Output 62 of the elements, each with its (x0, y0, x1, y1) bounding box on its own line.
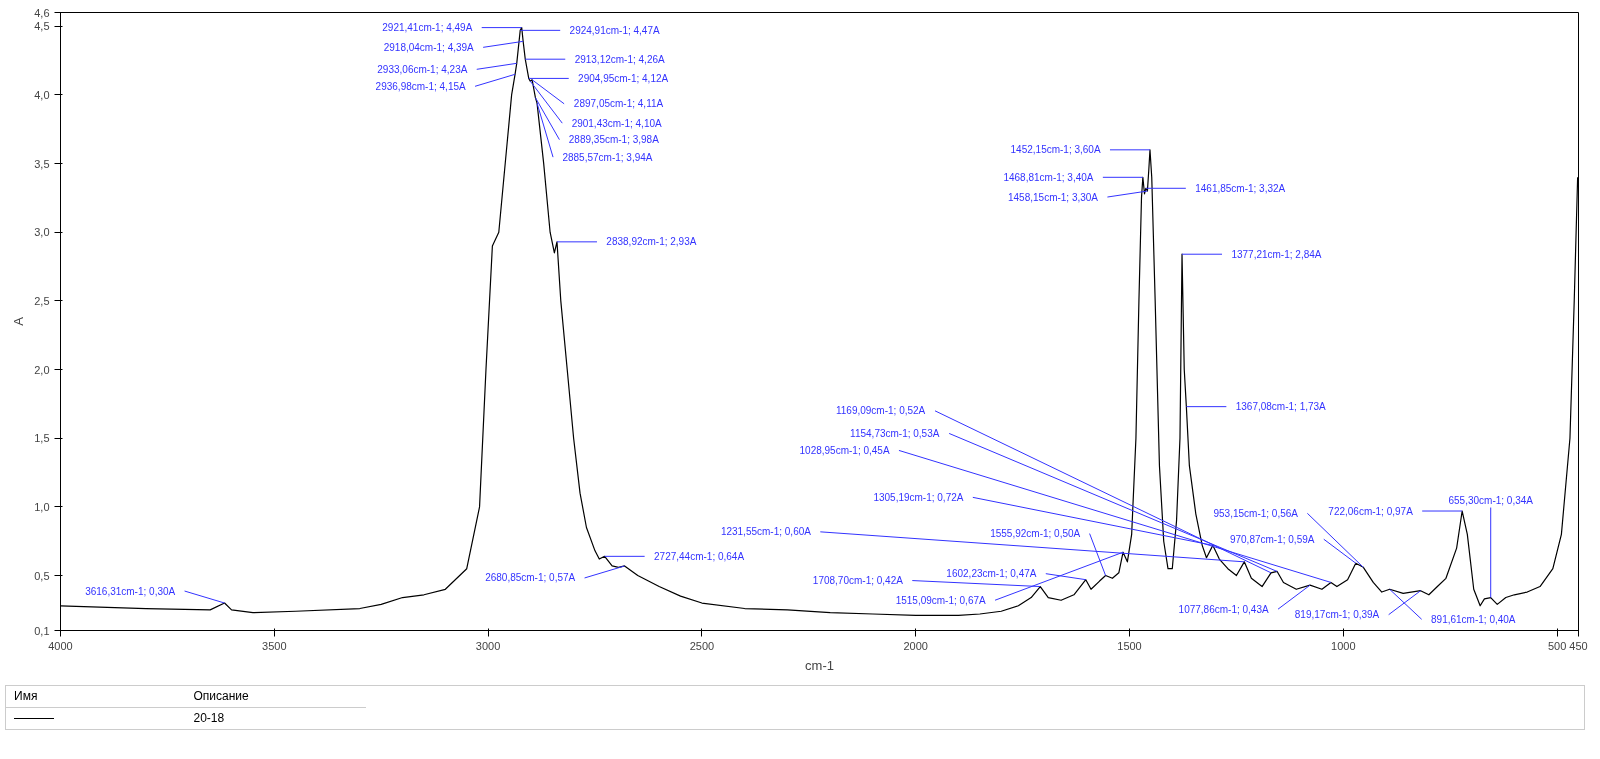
annotation: 3616,31cm-1; 0,30A (85, 585, 176, 597)
annotation: 655,30cm-1; 0,34A (1448, 495, 1534, 507)
x-tick-label: 2500 (689, 639, 715, 652)
annotation: 2921,41cm-1; 4,49A (382, 22, 473, 34)
x-tick-label: 1000 (1331, 639, 1356, 652)
annotation: 953,15cm-1; 0,56A (1213, 507, 1299, 519)
annotation: 2904,95cm-1; 4,12A (578, 72, 669, 84)
y-tick-label: 0,1 (34, 624, 50, 637)
annotation: 722,06cm-1; 0,97A (1328, 505, 1414, 517)
x-tick-label: 3500 (262, 639, 287, 652)
annotation: 2901,43cm-1; 4,10A (571, 117, 663, 129)
annotation: 2680,85cm-1; 0,57A (485, 572, 576, 584)
y-tick-label: 3,0 (34, 226, 50, 239)
y-tick-label: 1,5 (34, 432, 50, 445)
annotation: 2933,06cm-1; 4,23A (377, 63, 468, 75)
annotation: 2889,35cm-1; 3,98A (568, 134, 660, 146)
annotation: 2897,05cm-1; 4,11A (573, 98, 664, 110)
annotation: 1461,85cm-1; 3,32A (1195, 182, 1286, 194)
annotation: 1452,15cm-1; 3,60A (1010, 144, 1101, 156)
y-axis-title: A (11, 316, 27, 326)
annotation: 1458,15cm-1; 3,30A (1007, 191, 1099, 203)
annotation: 1154,73cm-1; 0,53A (850, 427, 940, 439)
x-tick-label: 1500 (1117, 639, 1142, 652)
y-tick-label: 4,0 (34, 88, 50, 101)
annotation: 1231,55cm-1; 0,60A (720, 526, 812, 538)
annotation: 2924,91cm-1; 4,47A (569, 24, 660, 36)
annotation: 1305,19cm-1; 0,72A (873, 491, 964, 503)
text: 20-18 (192, 710, 226, 728)
y-tick-label: 2,5 (34, 294, 50, 307)
x-tick-label: 2000 (903, 639, 928, 652)
annotation: 1468,81cm-1; 3,40A (1003, 171, 1094, 183)
annotation: 2918,04cm-1; 4,39A (383, 41, 475, 53)
annotation: 970,87cm-1; 0,59A (1229, 533, 1315, 545)
annotation: 1708,70cm-1; 0,42A (812, 575, 904, 587)
x-tick-label: 450 (1569, 639, 1588, 652)
annotation: 1602,23cm-1; 0,47A (946, 568, 1037, 580)
annotation: 1367,08cm-1; 1,73A (1235, 401, 1327, 413)
annotation: 2727,44cm-1; 0,64A (654, 550, 745, 562)
annotation: 2838,92cm-1; 2,93A (606, 236, 697, 248)
y-tick-label: 1,0 (34, 500, 50, 513)
x-tick-label: 3000 (475, 639, 501, 652)
annotation: 1028,95cm-1; 0,45A (799, 444, 890, 456)
annotation: 2913,12cm-1; 4,26A (574, 53, 666, 65)
x-tick-label: 500 (1547, 639, 1567, 652)
annotation: 819,17cm-1; 0,39A (1294, 609, 1380, 621)
x-tick-label: 4000 (48, 639, 73, 652)
y-tick-label: 0,5 (34, 569, 50, 582)
annotation: 891,61cm-1; 0,40A (1431, 613, 1516, 625)
annotation: 1377,21cm-1; 2,84A (1231, 248, 1322, 260)
y-tick-label: 3,5 (34, 157, 50, 170)
y-tick-label: 2,0 (34, 363, 50, 376)
text: Описание (185, 685, 366, 708)
annotation: 1515,09cm-1; 0,67A (895, 594, 987, 606)
text: Имя (5, 685, 186, 708)
y-tick-label: 4,6 (34, 6, 50, 19)
annotation: 2885,57cm-1; 3,94A (562, 151, 653, 163)
annotation: 1169,09cm-1; 0,52A (835, 405, 926, 417)
annotation: 2936,98cm-1; 4,15A (375, 80, 467, 92)
y-tick-label: 4,5 (34, 20, 50, 33)
annotation: 1077,86cm-1; 0,43A (1178, 603, 1269, 615)
annotation: 1555,92cm-1; 0,50A (990, 528, 1081, 540)
x-axis-title: cm-1 (805, 657, 834, 673)
